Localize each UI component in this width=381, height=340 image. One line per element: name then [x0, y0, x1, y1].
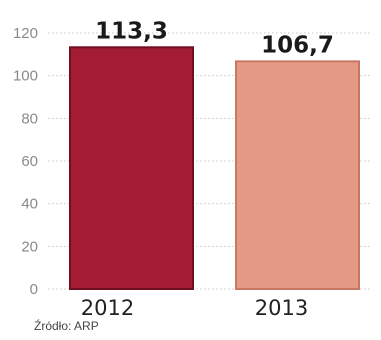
bar-2013 — [235, 60, 360, 290]
x-category-label-2012: 2012 — [81, 296, 134, 320]
x-axis-categories: 2012 2013 — [81, 296, 308, 320]
y-tick-label: 20 — [21, 238, 38, 255]
y-tick-label: 40 — [21, 196, 38, 213]
source-note: Źródło: ARP — [34, 318, 99, 333]
x-category-label-2013: 2013 — [255, 296, 308, 320]
y-tick-label: 60 — [21, 153, 38, 170]
data-label-2012: 113,3 — [95, 18, 168, 44]
y-tick-label: 100 — [13, 68, 38, 85]
data-labels: 113,3 106,7 — [95, 18, 334, 58]
data-label-2013: 106,7 — [261, 32, 334, 58]
bars — [69, 46, 360, 290]
bar-2012 — [69, 46, 194, 290]
y-tick-label: 0 — [30, 281, 38, 298]
y-axis-ticks: 0 20 40 60 80 100 120 — [13, 25, 38, 298]
y-tick-label: 120 — [13, 25, 38, 42]
y-tick-label: 80 — [21, 110, 38, 127]
